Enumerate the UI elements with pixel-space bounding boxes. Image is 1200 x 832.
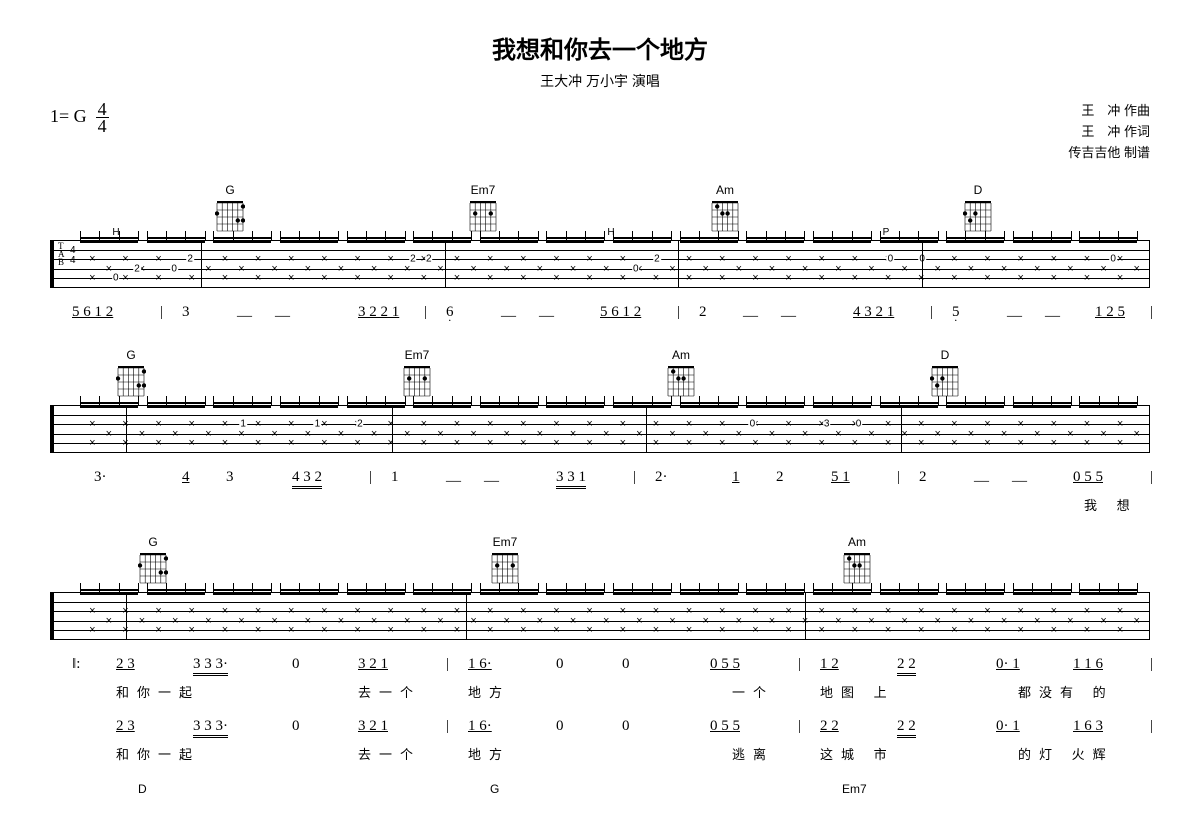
barline	[646, 405, 647, 453]
tab-staff: TAB 44 ×××××××××××××××××××××××××××××××××××…	[50, 240, 1150, 288]
tab-fret: 0	[749, 419, 757, 430]
credits: 王 冲 作曲 王 冲 作词 传吉吉他 制谱	[1068, 101, 1150, 163]
tab-fret: 2	[133, 263, 141, 274]
lyric-row: 我 想	[50, 495, 1150, 515]
barline	[126, 405, 127, 453]
chord-diagram: Am	[710, 183, 740, 235]
jianpu-row: 5 6 1 2|3— —3 2 2 1|6— —5 6 1 2|2— —4 3 …	[50, 304, 1150, 328]
tab-fret: 1	[314, 419, 322, 430]
tab-fret: 1	[239, 419, 247, 430]
chord-diagram: D	[930, 348, 960, 400]
tab-fret: 2	[409, 254, 417, 265]
beam-row	[80, 583, 1146, 597]
chord-label: Em7	[842, 782, 867, 796]
tab-fret: 0	[112, 272, 120, 283]
chord-name: Em7	[402, 348, 432, 362]
chord-row: G Em7 Am D HHP	[50, 183, 1150, 238]
barline	[445, 240, 446, 288]
tab-staff: ××××××××××××××××××××××××××××××××××××××××…	[50, 405, 1150, 453]
chord-name: Em7	[490, 535, 520, 549]
chord-row: G Em7 Am D	[50, 348, 1150, 403]
tab-fret: 0	[170, 263, 178, 274]
chord-name: G	[116, 348, 146, 362]
lyricist: 王 冲 作词	[1068, 122, 1150, 143]
tab-fret: 2	[186, 254, 194, 265]
chord-diagram: Am	[842, 535, 872, 587]
beam-row	[80, 396, 1146, 410]
song-title: 我想和你去一个地方	[50, 30, 1150, 65]
tab-fret: 0	[887, 254, 895, 265]
jianpu-row: 2 33 3 3·03 2 1|1 6·000 5 5|2 22 20· 11 …	[50, 718, 1150, 742]
lyric-row: 和你一起去一个地方逃离这城 市的灯 火辉	[50, 744, 1150, 764]
time-signature-tab: 44	[70, 246, 76, 266]
chord-name: Em7	[468, 183, 498, 197]
lyric-row: 和你一起去一个地方一个地图 上都没有 的	[50, 682, 1150, 702]
barline	[805, 592, 806, 640]
performer-line: 王大冲 万小宇 演唱	[50, 71, 1150, 91]
barline	[392, 405, 393, 453]
key-signature: 1= G 4 4	[50, 101, 109, 134]
tab-fret: 3	[823, 419, 831, 430]
barline	[678, 240, 679, 288]
bottom-chord-row: D G Em7	[50, 782, 1150, 798]
tab-staff: ××××××××××××××××××××××××××××××××××××××××…	[50, 592, 1150, 640]
tab-label: TAB	[58, 242, 65, 266]
staff-line: G Em7 Am ×××××××××××××××××××××××××××××××…	[50, 535, 1150, 764]
chord-name: Am	[710, 183, 740, 197]
barline	[901, 405, 902, 453]
header-row: 1= G 4 4 王 冲 作曲 王 冲 作词 传吉吉他 制谱	[50, 101, 1150, 163]
beam-row	[80, 231, 1146, 245]
chord-diagram: D	[963, 183, 993, 235]
barline	[922, 240, 923, 288]
chord-label: D	[138, 782, 147, 796]
tab-fret: 2	[653, 254, 661, 265]
chord-name: Am	[666, 348, 696, 362]
staff-line: G Em7 Am D ×××××××××××××××××××××××××××××…	[50, 348, 1150, 515]
chord-diagram: G	[138, 535, 168, 587]
tab-fret: 2	[356, 419, 364, 430]
jianpu-row: 3·434 3 2|1— —3 3 1|2·125 1|2— —0 5 5|	[50, 469, 1150, 493]
chord-name: D	[963, 183, 993, 197]
transcriber: 传吉吉他 制谱	[1068, 143, 1150, 164]
barline	[201, 240, 202, 288]
jianpu-row: ‖:2 33 3 3·03 2 1|1 6·000 5 5|1 22 20· 1…	[50, 656, 1150, 680]
chord-name: D	[930, 348, 960, 362]
chord-label: G	[490, 782, 499, 796]
chord-diagram: Em7	[402, 348, 432, 400]
chord-diagram: Am	[666, 348, 696, 400]
chord-diagram: G	[116, 348, 146, 400]
tab-fret: 0	[632, 263, 640, 274]
tab-content: ××××××××××××××××××××××××××××××××××××××××…	[84, 240, 1145, 288]
staff-line: G Em7 Am D HHP TAB 44 ××××××××××××××××××××…	[50, 183, 1150, 328]
chord-name: G	[138, 535, 168, 549]
barline	[466, 592, 467, 640]
tab-content: ××××××××××××××××××××××××××××××××××××××××…	[84, 592, 1145, 640]
barline	[126, 592, 127, 640]
chord-row: G Em7 Am	[50, 535, 1150, 590]
chord-name: Am	[842, 535, 872, 549]
chord-diagram: Em7	[490, 535, 520, 587]
composer: 王 冲 作曲	[1068, 101, 1150, 122]
chord-diagram: Em7	[468, 183, 498, 235]
chord-name: G	[215, 183, 245, 197]
tab-content: ××××××××××××××××××××××××××××××××××××××××…	[84, 405, 1145, 453]
tab-fret: 0	[855, 419, 863, 430]
chord-diagram: G	[215, 183, 245, 235]
tab-fret: 0	[1109, 254, 1117, 265]
tab-fret: 2	[425, 254, 433, 265]
